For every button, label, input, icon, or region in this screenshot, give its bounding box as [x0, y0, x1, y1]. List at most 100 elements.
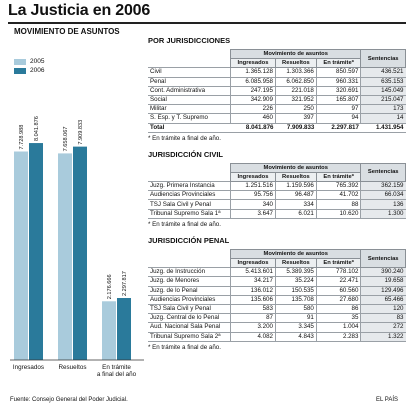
table-row: Juzg. de Menores 34.217 35.224 22.471 19.658: [148, 276, 406, 287]
bar-value-label: 7.728.988: [19, 125, 25, 150]
section-title-penal: JURISDICCIÓN PENAL: [148, 235, 230, 245]
legend-swatch-2005: [14, 58, 26, 65]
row-label: Penal: [148, 76, 231, 87]
main-title: La Justicia en 2006: [8, 2, 151, 19]
value-cell: 4.082: [230, 331, 276, 342]
table-row: TSJ Sala Civil y Penal 583 580 86 120: [148, 303, 406, 315]
bar-2005-1: [58, 153, 72, 360]
header-blank: [148, 59, 231, 68]
legend-swatch-2006: [14, 67, 26, 74]
value-cell: 91: [274, 313, 317, 324]
value-cell: 247.195: [230, 85, 276, 96]
header-movimiento: Movimiento de asuntos: [229, 48, 362, 60]
value-cell: 6.085.958: [230, 76, 276, 87]
sentencias-cell: 14: [360, 113, 406, 124]
header-blank: [148, 172, 231, 181]
column-header: Resueltos: [274, 58, 317, 69]
row-label: TSJ Sala Civil y Penal: [148, 199, 231, 210]
column-header: Resueltos: [274, 171, 317, 183]
value-cell: 460: [230, 113, 276, 124]
row-label: Aud. Nacional Sala Penal: [148, 322, 231, 333]
sentencias-cell: 362.159: [360, 181, 406, 192]
sentencias-cell: 120: [360, 303, 406, 315]
row-label: S. Esp. y T. Supremo: [148, 113, 231, 124]
sentencias-cell: 65.466: [360, 294, 406, 305]
table-civil: Movimiento de asuntos Sentencias Ingresado…: [148, 162, 406, 219]
value-cell: 10.620: [315, 208, 361, 219]
value-cell: 1.303.366: [274, 67, 317, 78]
value-cell: 8.041.876: [230, 122, 276, 133]
table-penal: Movimiento de asuntos Sentencias Ingresado…: [148, 248, 406, 342]
bar-2005-2: [102, 301, 116, 360]
row-label: Juzg. Central de lo Penal: [148, 313, 231, 324]
table-row: Social 342.909 321.952 165.807 215.047: [148, 94, 406, 106]
category-label: Ingresados: [13, 364, 44, 371]
value-cell: 3.345: [274, 322, 317, 333]
column-header: Ingresados: [230, 257, 276, 269]
sentencias-cell: 1.300: [360, 208, 406, 219]
header-sentencias: Sentencias: [360, 248, 406, 269]
value-cell: 41.702: [315, 190, 361, 201]
legend-item-2005: 2005: [14, 58, 44, 65]
bar-2006-2: [117, 298, 131, 360]
value-cell: 340: [230, 199, 276, 210]
column-header: Ingresados: [230, 58, 276, 69]
value-cell: 135.708: [274, 294, 317, 305]
table-row: Penal 6.085.958 6.062.850 960.331 635.153: [148, 76, 406, 87]
value-cell: 1.365.128: [230, 67, 276, 78]
table-row: Juzg. de lo Penal 136.012 150.535 60.560 129…: [148, 285, 406, 296]
bar-value-label: 7.909.833: [78, 120, 84, 145]
column-header: Ingresados: [230, 171, 276, 183]
sentencias-cell: 145.049: [360, 85, 406, 96]
value-cell: 95.756: [230, 190, 276, 201]
value-cell: 6.021: [274, 208, 317, 219]
sentencias-cell: 83: [360, 313, 406, 324]
value-cell: 86: [315, 303, 361, 315]
sentencias-cell: 19.658: [360, 276, 406, 287]
table-row: Audiencias Provinciales 135.606 135.708 27.…: [148, 294, 406, 305]
sentencias-cell: 136: [360, 199, 406, 210]
value-cell: 165.807: [315, 94, 361, 106]
value-cell: 4.843: [274, 331, 317, 342]
sentencias-cell: 129.496: [360, 285, 406, 296]
value-cell: 397: [274, 113, 317, 124]
value-cell: 3.200: [230, 322, 276, 333]
sentencias-cell: 635.153: [360, 76, 406, 87]
bar-value-label: 2.297.817: [122, 271, 128, 296]
value-cell: 27.680: [315, 294, 361, 305]
table-section-civil: JURISDICCIÓN CIVIL Movimiento de asuntos…: [148, 150, 406, 228]
value-cell: 3.647: [230, 208, 276, 219]
header-movimiento: Movimiento de asuntos: [229, 162, 362, 173]
header-blank: [148, 50, 231, 59]
note-civil: * En trámite a final de año.: [148, 220, 221, 228]
column-header: En trámite*: [315, 58, 362, 69]
row-label: Social: [148, 94, 231, 106]
row-label: Audiencias Provinciales: [148, 294, 231, 305]
row-label: Cont. Administrativa: [148, 85, 231, 96]
bar-2006-0: [29, 143, 43, 360]
value-cell: 1.251.516: [230, 181, 276, 192]
value-cell: 60.560: [315, 285, 361, 296]
value-cell: 97: [315, 104, 361, 115]
table-row: Aud. Nacional Sala Penal 3.200 3.345 1.004 2…: [148, 322, 406, 333]
value-cell: 96.487: [274, 190, 317, 201]
value-cell: 2.283: [315, 331, 361, 342]
brand-label: EL PAÍS: [375, 397, 398, 403]
table-row: Cont. Administrativa 247.195 221.018 320.69…: [148, 85, 406, 96]
category-label: Resueltos: [58, 364, 86, 371]
value-cell: 320.691: [315, 85, 361, 96]
value-cell: 778.102: [315, 267, 361, 278]
sentencias-cell: 1.431.954: [360, 122, 406, 133]
value-cell: 5.389.395: [274, 267, 317, 278]
row-label: Tribunal Supremo Sala 2ª: [148, 331, 231, 342]
table-row: Militar 226 250 97 173: [148, 104, 406, 115]
title-rule: [8, 22, 406, 24]
value-cell: 35: [315, 313, 361, 324]
sentencias-cell: 436.521: [360, 67, 406, 78]
table-row: Juzg. Central de lo Penal 87 91 35 83: [148, 313, 406, 324]
column-header: En trámite*: [315, 257, 362, 269]
value-cell: 850.597: [315, 67, 361, 78]
header-blank: [148, 259, 231, 268]
value-cell: 226: [230, 104, 276, 115]
sentencias-cell: 215.047: [360, 94, 406, 106]
